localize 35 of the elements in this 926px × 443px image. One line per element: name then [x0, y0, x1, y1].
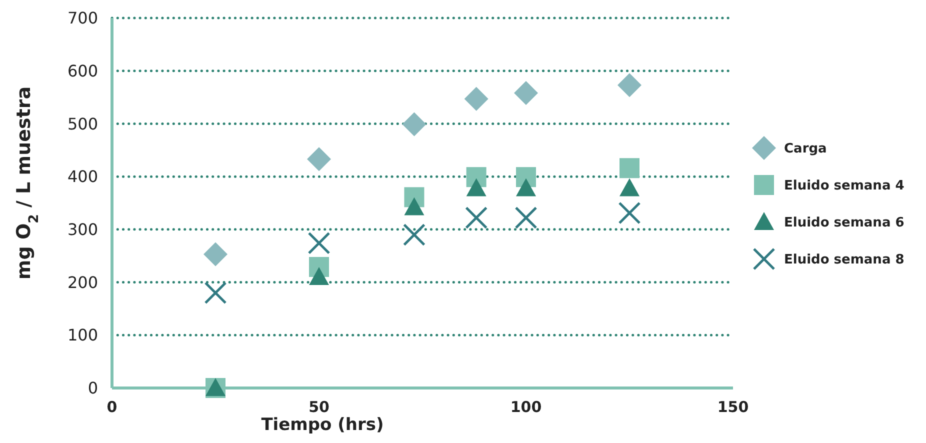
point	[404, 197, 424, 216]
y-tick-label: 500	[67, 114, 98, 134]
point	[465, 206, 488, 230]
legend-label: Eluido semana 6	[784, 216, 904, 231]
y-tick-label: 600	[67, 61, 98, 80]
point	[309, 267, 329, 285]
x-axis-title: Tiempo (hrs)	[261, 415, 384, 435]
point	[464, 86, 488, 111]
point	[402, 112, 426, 136]
x-tick-label: 100	[510, 398, 542, 416]
point	[402, 223, 426, 246]
point	[307, 147, 331, 172]
y-tick-label: 100	[67, 326, 98, 345]
point	[204, 242, 228, 266]
x-tick-label: 50	[308, 398, 330, 416]
legend-label: Eluido semana 8	[784, 252, 904, 268]
point	[514, 81, 538, 106]
point	[308, 232, 330, 254]
y-tick-label: 700	[67, 8, 98, 28]
legend-label: Carga	[784, 142, 827, 157]
point	[620, 158, 640, 178]
point	[618, 202, 641, 224]
x-tick-label: 150	[717, 398, 749, 416]
y-tick-label: 300	[67, 220, 98, 240]
point	[618, 73, 642, 98]
legend-label: Eluido semana 4	[784, 178, 904, 194]
y-tick-label: 200	[67, 272, 98, 292]
point	[516, 178, 536, 196]
y-tick-label: 400	[67, 167, 98, 186]
point	[204, 282, 227, 304]
y-tick-label: 0	[88, 378, 98, 398]
point	[466, 178, 486, 196]
point	[514, 206, 538, 230]
x-tick-label: 0	[106, 398, 118, 416]
point	[620, 178, 640, 196]
